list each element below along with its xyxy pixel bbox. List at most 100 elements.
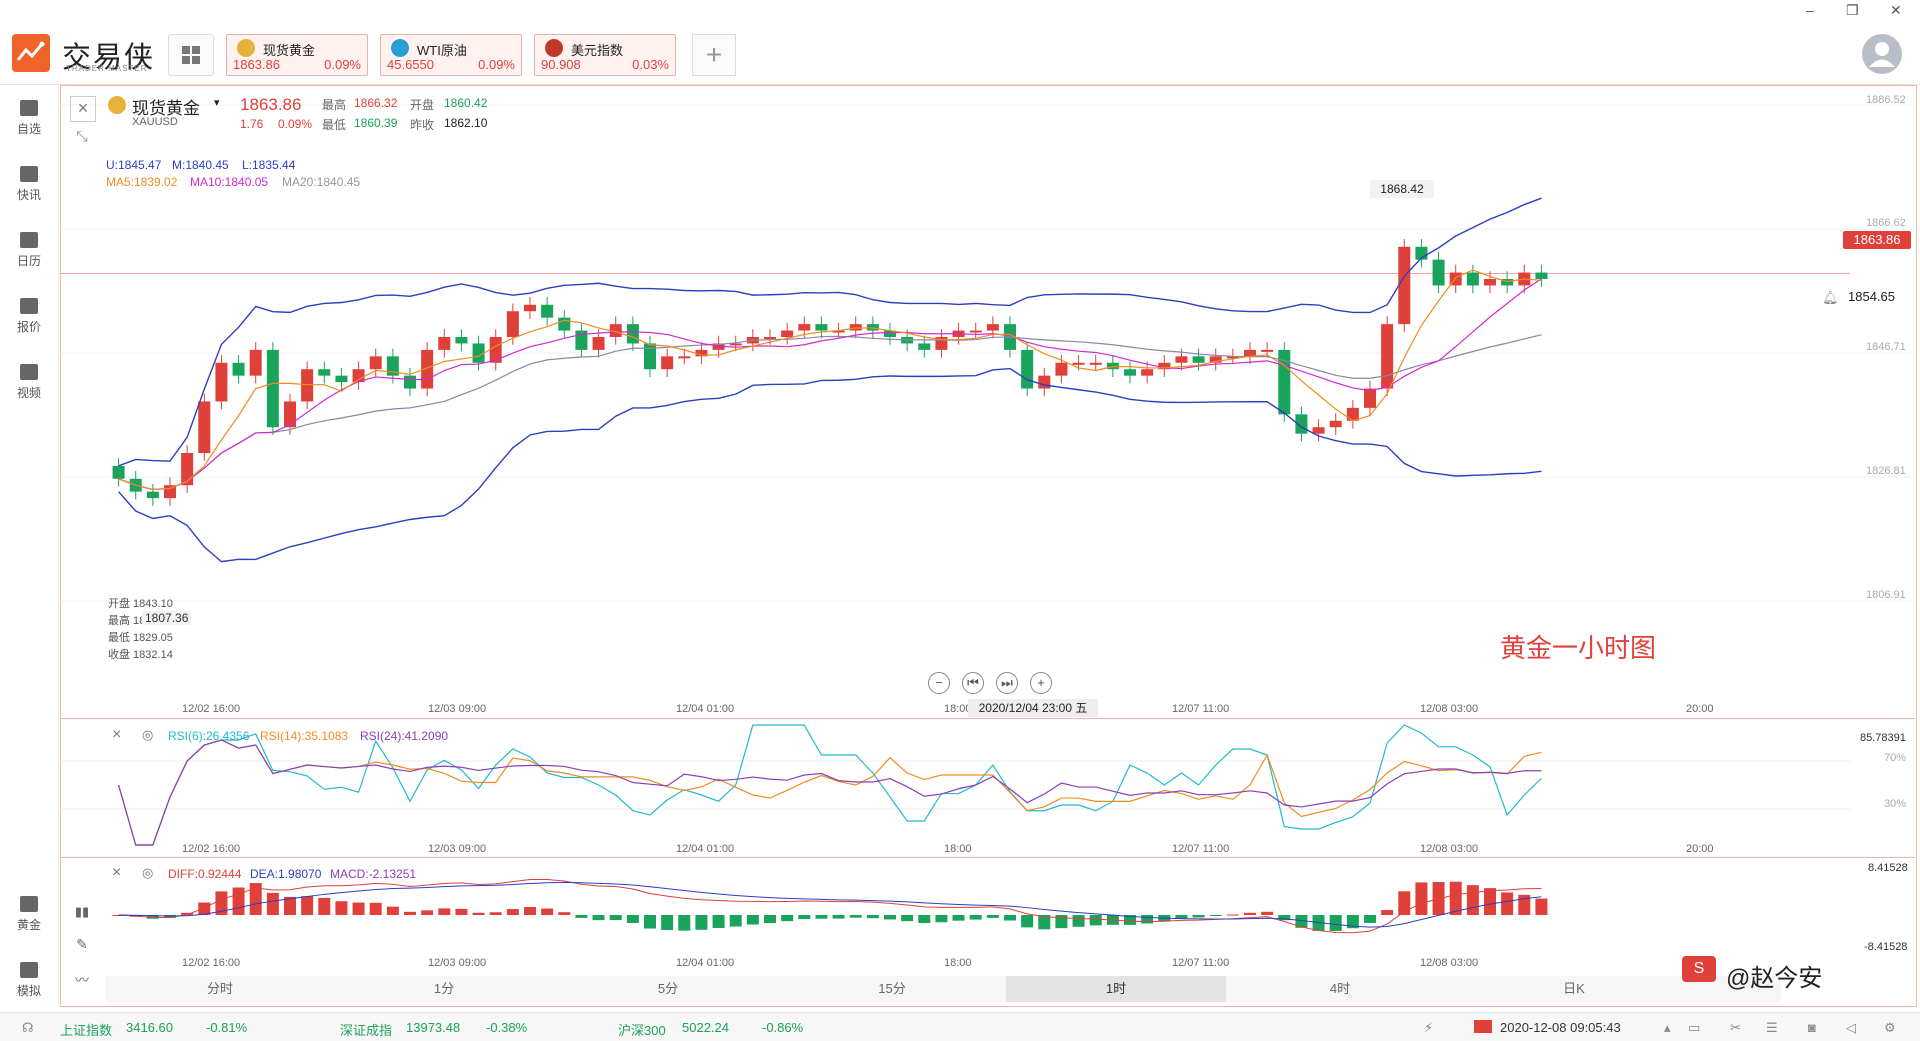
close-window-button[interactable]: ✕ [1890, 2, 1902, 18]
period-daily[interactable]: 日K [1563, 981, 1585, 996]
candle-body [815, 324, 828, 331]
add-tab-button[interactable]: + [692, 34, 736, 76]
rsi-settings-icon[interactable]: ◎ [142, 727, 154, 742]
low-marker: 1807.36 [142, 611, 192, 625]
nav-item-watchlist[interactable]: 自选 [0, 100, 58, 137]
period-4h[interactable]: 4时 [1329, 981, 1351, 996]
high-value: 1866.32 [354, 96, 398, 110]
candle-body [181, 453, 194, 486]
rsi-axis-70: 70% [1884, 752, 1907, 764]
macd-bar [1141, 915, 1154, 924]
macd-bar [1072, 915, 1085, 927]
menu-icon[interactable]: ☰ [1766, 1020, 1778, 1035]
tools-icon[interactable]: ✂ [1730, 1020, 1741, 1035]
user-avatar-icon[interactable] [1862, 34, 1902, 74]
macd-bar [404, 911, 416, 915]
macd-bar [489, 912, 502, 915]
close-macd-icon[interactable]: × [112, 864, 122, 881]
kline-chart[interactable] [60, 85, 1915, 1005]
time-axis-tick: 20:00 [1686, 843, 1714, 855]
nav-label: 日历 [16, 254, 41, 268]
boll-mid-label: M:1840.45 [172, 158, 229, 172]
camera-icon[interactable]: ◙ [1808, 1020, 1816, 1035]
window-icon[interactable]: ▭ [1688, 1020, 1701, 1035]
candle-body [386, 356, 399, 376]
network-icon[interactable]: ⚡ [1424, 1020, 1434, 1035]
ticker-tab-gold[interactable]: 现货黄金 1863.86 0.09% [226, 34, 368, 76]
alert-price: 1854.65 [1848, 289, 1895, 304]
candle-body [524, 304, 536, 312]
collapse-icon[interactable]: ⤡ [76, 128, 88, 144]
nav-item-gold[interactable]: 黄金 [0, 896, 58, 933]
macd-bar [1261, 911, 1274, 915]
macd-settings-icon[interactable]: ◎ [142, 865, 154, 880]
nav-item-video[interactable]: 视频 [0, 364, 58, 401]
draw-pen-icon[interactable]: ✎ [76, 936, 88, 952]
china-flag-icon [1474, 1020, 1492, 1033]
rsi14-line [117, 739, 1542, 846]
macd-bar [1398, 891, 1411, 915]
period-5m[interactable]: 5分 [657, 981, 679, 996]
nav-item-simulate[interactable]: 模拟 [0, 962, 58, 999]
price-axis-tick: 1806.91 [1866, 589, 1906, 601]
settings-icon[interactable]: ⚙ [1884, 1020, 1896, 1035]
nav-label: 自选 [16, 122, 41, 136]
boll-lower-line [118, 367, 1542, 563]
zoom-in-button[interactable]: + [1030, 672, 1052, 694]
candle-body [1158, 362, 1171, 370]
macd-bar [626, 915, 639, 923]
headset-icon[interactable]: ☊ [22, 1020, 34, 1035]
minimize-button[interactable]: – [1806, 2, 1814, 18]
line-chart-icon[interactable]: 〰 [75, 972, 89, 988]
ticker-tab-oil[interactable]: WTI原油 45.6550 0.09% [380, 34, 522, 76]
macd-axis-max: 8.41528 [1868, 862, 1908, 874]
restore-button[interactable]: ❐ [1846, 2, 1859, 18]
macd-bar [455, 908, 468, 915]
close-chart-button[interactable]: × [70, 96, 96, 122]
sz-index-label: 深证成指 [340, 1023, 393, 1038]
mute-icon[interactable]: ◁ [1846, 1020, 1856, 1035]
period-tick[interactable]: 分时 [206, 981, 233, 996]
top-bar: 交易侠 TRADER MASTER 现货黄金 1863.86 0.09% WTI… [0, 0, 1920, 85]
time-axis-tick: 12/02 16:00 [182, 703, 241, 715]
dropdown-caret-icon[interactable]: ▾ [214, 97, 220, 109]
candle-body [592, 337, 605, 350]
bell-icon[interactable]: 🔔︎ [1822, 290, 1839, 305]
period-15m[interactable]: 15分 [878, 981, 906, 996]
macd-bar [558, 912, 571, 915]
period-1h[interactable]: 1时 [1006, 976, 1226, 1002]
macd-bar [318, 897, 331, 915]
scroll-left-button[interactable]: ⏮ [962, 672, 984, 694]
macd-bar [952, 915, 965, 921]
high-marker: 1868.42 [1370, 180, 1434, 198]
zoom-out-button[interactable]: − [928, 672, 950, 694]
scroll-right-button[interactable]: ⏭ [996, 672, 1018, 694]
candle-body [1021, 349, 1034, 389]
macd-bar [986, 915, 999, 918]
panel-divider [60, 718, 1915, 719]
triangle-up-icon[interactable]: ▴ [1664, 1020, 1671, 1035]
ticker-tab-usd[interactable]: 美元指数 90.908 0.03% [534, 34, 676, 76]
nav-item-calendar[interactable]: 日历 [0, 232, 58, 269]
nav-item-news[interactable]: 快讯 [0, 166, 58, 203]
rsi24-line [117, 739, 1542, 846]
calendar-icon [20, 232, 38, 248]
ma20-line [118, 334, 1542, 491]
indicator-tool-icon[interactable]: ▮▮ [74, 904, 90, 919]
boll-lower-label: L:1835.44 [242, 158, 296, 172]
candle-body [1244, 349, 1256, 357]
nav-item-quotes[interactable]: 报价 [0, 298, 58, 335]
nav-label: 黄金 [16, 918, 41, 932]
sh-index-label: 上证指数 [60, 1023, 113, 1038]
sz-index-change: -0.38% [486, 1020, 528, 1035]
open-label: 开盘 [410, 98, 435, 112]
macd-bar [284, 896, 296, 915]
ma10-label: MA10:1840.05 [190, 175, 269, 189]
period-1m[interactable]: 1分 [433, 981, 455, 996]
logo-icon [12, 34, 50, 72]
candle-body [335, 375, 348, 383]
instrument-name[interactable]: 现货黄金 [132, 99, 200, 118]
grid-layout-button[interactable] [168, 34, 214, 76]
candle-body [421, 349, 434, 389]
close-rsi-icon[interactable]: × [112, 726, 122, 743]
